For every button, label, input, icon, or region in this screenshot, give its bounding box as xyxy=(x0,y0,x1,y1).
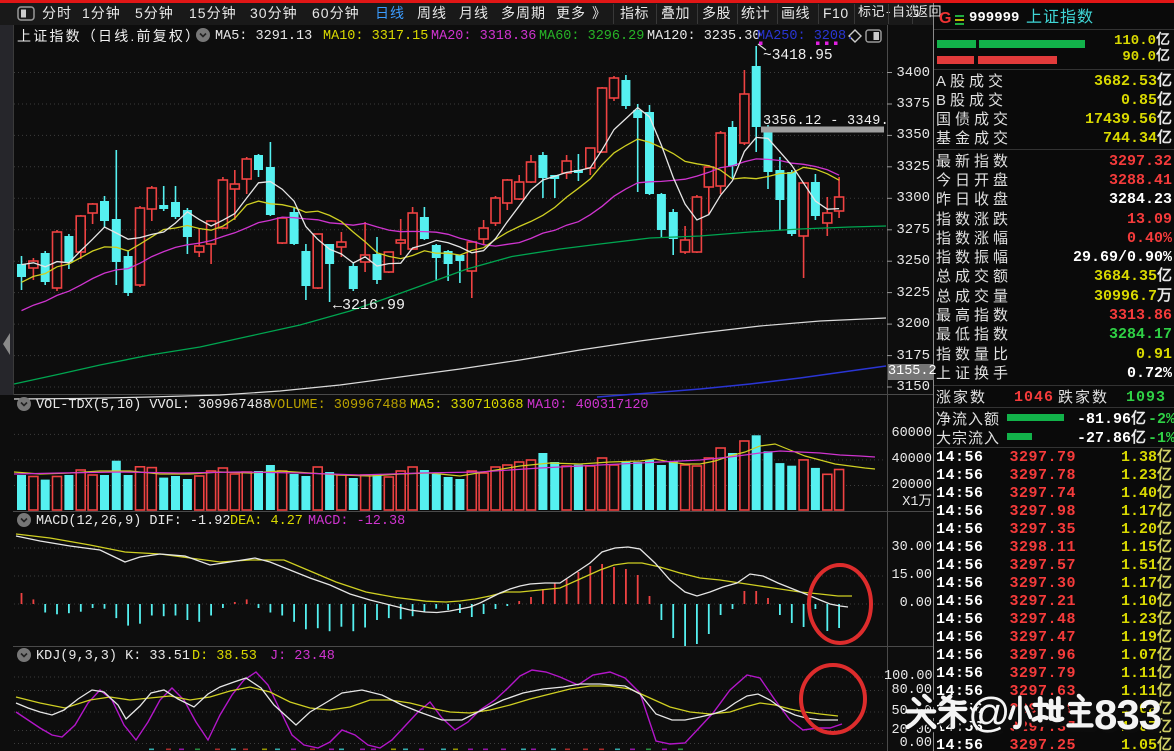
svg-text:@: @ xyxy=(971,693,1014,740)
svg-text:←3216.99: ←3216.99 xyxy=(333,297,405,314)
svg-text:3356.12 - 3349.: 3356.12 - 3349. xyxy=(763,114,889,129)
svg-text:833: 833 xyxy=(1097,695,1164,742)
svg-text:@: @ xyxy=(968,689,1011,736)
svg-text:833: 833 xyxy=(1094,691,1161,738)
svg-text:~3418.95: ~3418.95 xyxy=(763,48,833,64)
